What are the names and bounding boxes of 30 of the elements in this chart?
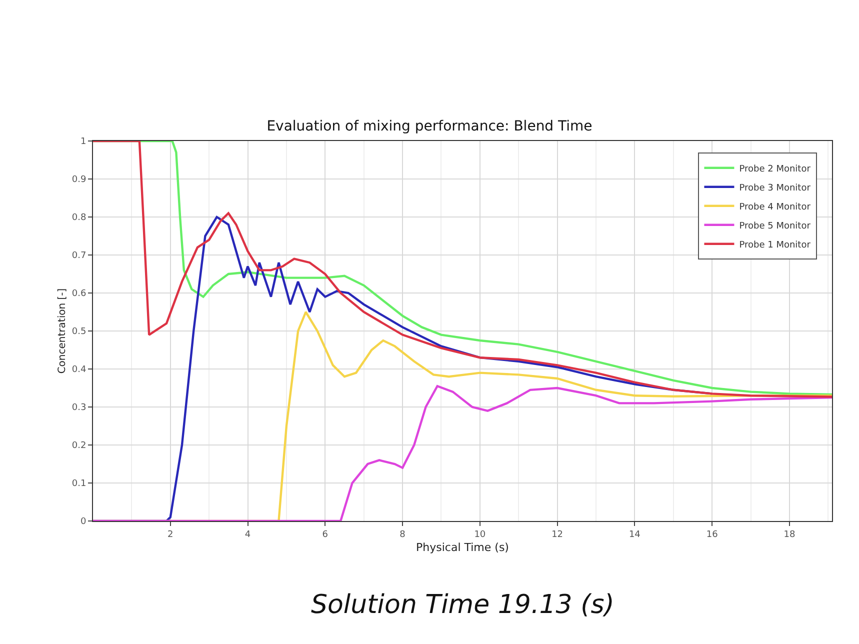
text: Solution Time 19.13 (s) xyxy=(311,590,614,620)
legend-label: Probe 2 Monitor xyxy=(739,164,811,174)
x-tick-label: 2 xyxy=(168,530,174,540)
x-axis-title: Physical Time (s) xyxy=(416,541,509,554)
x-tick-label: 18 xyxy=(784,530,796,540)
legend-label: Probe 5 Monitor xyxy=(739,221,811,232)
y-tick-label: 0.4 xyxy=(72,365,86,376)
y-tick-label: 0.1 xyxy=(72,479,86,490)
y-tick-label: 0.2 xyxy=(72,441,86,452)
legend-label: Probe 1 Monitor xyxy=(739,240,811,250)
legend-label: Probe 3 Monitor xyxy=(739,183,811,194)
y-tick-label: 1 xyxy=(80,137,86,148)
x-tick-label: 16 xyxy=(706,530,718,540)
legend-label: Probe 4 Monitor xyxy=(739,202,811,212)
x-tick-label: 6 xyxy=(322,530,328,540)
x-tick-label: 8 xyxy=(400,530,406,540)
y-tick-label: 0.7 xyxy=(72,251,86,262)
y-tick-label: 0.5 xyxy=(72,327,86,338)
y-axis-title: Concentration [-] xyxy=(56,288,68,374)
chart-title: Evaluation of mixing performance: Blend Time xyxy=(266,118,592,134)
y-tick-label: 0 xyxy=(80,517,86,528)
x-tick-label: 14 xyxy=(628,530,641,540)
y-tick-label: 0.9 xyxy=(72,175,86,186)
x-tick-label: 12 xyxy=(552,530,564,540)
line-series xyxy=(93,385,832,521)
y-tick-label: 0.3 xyxy=(72,403,86,414)
x-tick-label: 4 xyxy=(244,530,251,540)
x-tick-label: 10 xyxy=(474,530,486,540)
y-tick-label: 0.8 xyxy=(72,213,86,224)
y-tick-label: 0.6 xyxy=(72,289,86,300)
